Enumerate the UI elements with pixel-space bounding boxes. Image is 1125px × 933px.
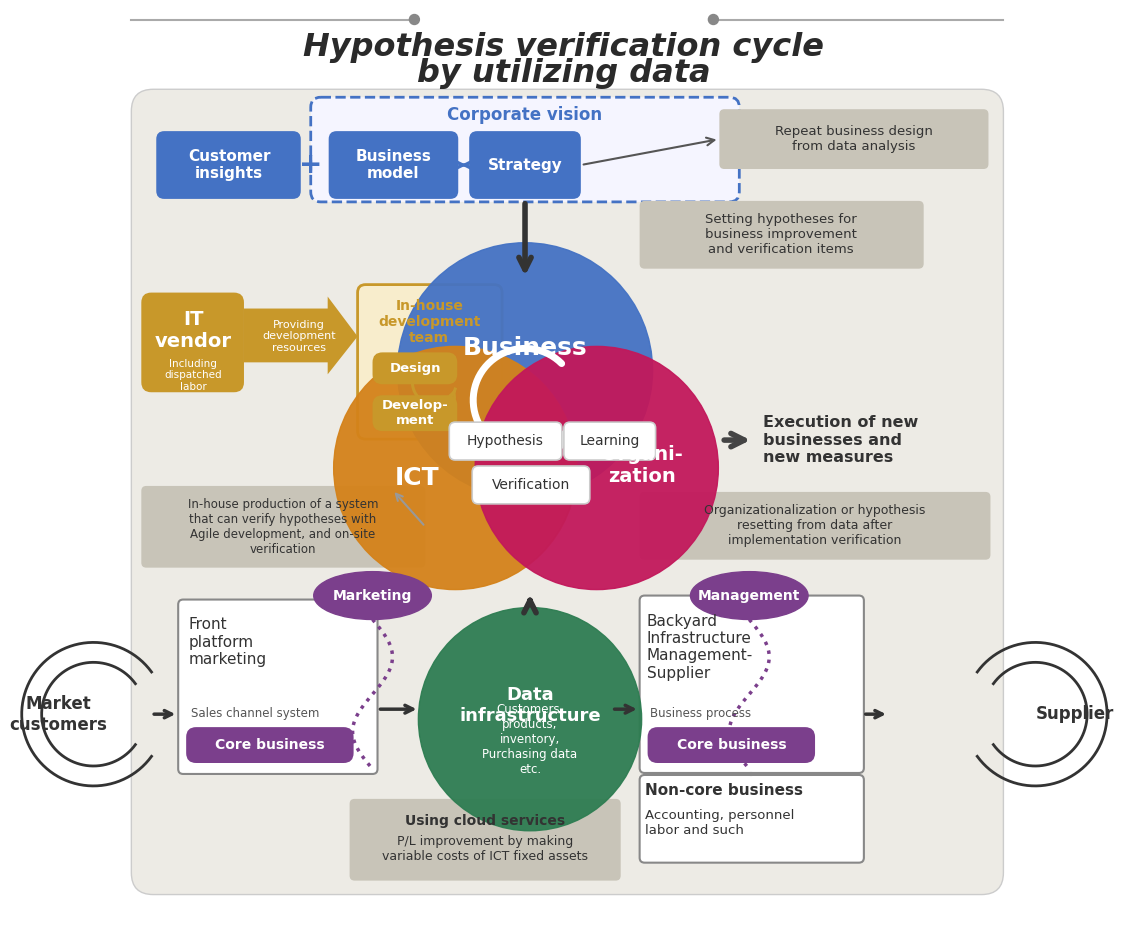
Text: Customers,
products,
inventory,
Purchasing data
etc.: Customers, products, inventory, Purchasi…: [483, 703, 577, 775]
Text: Hypothesis verification cycle: Hypothesis verification cycle: [304, 32, 825, 63]
Ellipse shape: [314, 572, 431, 620]
FancyBboxPatch shape: [350, 799, 621, 881]
Text: IT
vendor: IT vendor: [154, 310, 232, 351]
FancyBboxPatch shape: [310, 97, 739, 202]
Text: Setting hypotheses for
business improvement
and verification items: Setting hypotheses for business improvem…: [705, 214, 857, 257]
Circle shape: [418, 607, 641, 830]
Polygon shape: [244, 297, 358, 374]
Text: Corporate vision: Corporate vision: [448, 106, 603, 124]
FancyBboxPatch shape: [328, 132, 458, 199]
FancyBboxPatch shape: [358, 285, 502, 439]
Text: Verification: Verification: [492, 478, 570, 492]
Text: Execution of new
businesses and
new measures: Execution of new businesses and new meas…: [763, 415, 918, 465]
Text: Using cloud services: Using cloud services: [405, 814, 565, 828]
Text: Customer
insights: Customer insights: [188, 149, 270, 181]
Circle shape: [709, 15, 719, 24]
Text: Accounting, personnel
labor and such: Accounting, personnel labor and such: [645, 809, 794, 837]
FancyBboxPatch shape: [142, 293, 244, 392]
Text: Learning: Learning: [579, 434, 640, 448]
FancyBboxPatch shape: [640, 201, 924, 269]
FancyBboxPatch shape: [469, 132, 580, 199]
FancyBboxPatch shape: [640, 492, 990, 560]
Text: Providing
development
resources: Providing development resources: [262, 320, 335, 353]
FancyBboxPatch shape: [472, 466, 590, 504]
Text: by utilizing data: by utilizing data: [417, 58, 711, 89]
Text: Non-core business: Non-core business: [645, 783, 802, 798]
Text: Repeat business design
from data analysis: Repeat business design from data analysi…: [775, 125, 933, 153]
FancyBboxPatch shape: [719, 109, 989, 169]
Text: Organi-
zation: Organi- zation: [601, 444, 683, 485]
Text: Design: Design: [389, 362, 441, 375]
Text: Sales channel system: Sales channel system: [191, 706, 320, 719]
Text: In-house
development
team: In-house development team: [378, 299, 480, 345]
Text: Management: Management: [699, 589, 801, 603]
Text: Business: Business: [462, 337, 587, 360]
FancyBboxPatch shape: [648, 727, 814, 763]
Text: Core business: Core business: [215, 738, 325, 752]
FancyBboxPatch shape: [640, 595, 864, 773]
FancyBboxPatch shape: [564, 422, 656, 460]
FancyBboxPatch shape: [372, 396, 457, 431]
Text: Supplier: Supplier: [1036, 705, 1115, 723]
FancyBboxPatch shape: [142, 486, 425, 567]
Text: Core business: Core business: [676, 738, 786, 752]
FancyBboxPatch shape: [640, 775, 864, 863]
Text: Strategy: Strategy: [487, 158, 562, 173]
Text: Market
customers: Market customers: [10, 695, 108, 733]
Text: Develop-
ment: Develop- ment: [382, 399, 449, 427]
Text: Front
platform
marketing: Front platform marketing: [188, 618, 267, 667]
Text: Data
infrastructure: Data infrastructure: [459, 686, 601, 725]
Ellipse shape: [691, 572, 808, 620]
Text: ICT: ICT: [395, 466, 440, 490]
FancyBboxPatch shape: [372, 353, 457, 384]
Text: Backyard
Infrastructure
Management-
Supplier: Backyard Infrastructure Management- Supp…: [647, 614, 753, 681]
FancyBboxPatch shape: [449, 422, 561, 460]
Text: Marketing: Marketing: [333, 589, 412, 603]
Text: Organizationalization or hypothesis
resetting from data after
implementation ver: Organizationalization or hypothesis rese…: [704, 505, 926, 548]
Circle shape: [410, 15, 420, 24]
Text: Hypothesis: Hypothesis: [467, 434, 543, 448]
Text: Business process: Business process: [649, 706, 750, 719]
Circle shape: [334, 346, 577, 590]
Circle shape: [397, 243, 652, 498]
FancyBboxPatch shape: [156, 132, 300, 199]
Text: In-house production of a system
that can verify hypotheses with
Agile developmen: In-house production of a system that can…: [188, 498, 378, 556]
Text: Including
dispatched
labor: Including dispatched labor: [164, 358, 222, 392]
Text: +: +: [299, 151, 323, 179]
FancyBboxPatch shape: [132, 90, 1004, 895]
FancyBboxPatch shape: [178, 600, 378, 774]
Text: P/L improvement by making
variable costs of ICT fixed assets: P/L improvement by making variable costs…: [382, 835, 588, 863]
Circle shape: [475, 346, 719, 590]
Text: Business
model: Business model: [356, 149, 431, 181]
FancyBboxPatch shape: [186, 727, 353, 763]
